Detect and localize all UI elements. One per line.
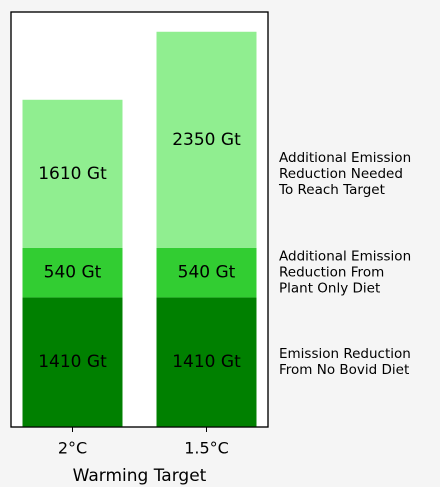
value-label: 1410 Gt — [38, 352, 107, 372]
bar-segment — [22, 247, 123, 298]
bar-segment — [22, 297, 123, 427]
value-label: 1610 Gt — [38, 164, 107, 184]
bar-segment — [156, 247, 257, 298]
value-label: 540 Gt — [44, 263, 102, 283]
legend-entry: Emission Reduction From No Bovid Diet — [279, 346, 411, 378]
x-tick-label: 2°C — [58, 439, 87, 458]
legend-entry: Additional Emission Reduction From Plant O… — [279, 249, 411, 297]
bar-segment — [22, 99, 123, 248]
x-axis-label: Warming Target — [73, 466, 207, 486]
value-label: 1410 Gt — [172, 352, 241, 372]
value-label: 2350 Gt — [172, 130, 241, 150]
legend-entry: Additional Emission Reduction Needed To Re… — [278, 150, 411, 198]
bar-segment — [156, 31, 257, 248]
value-label: 540 Gt — [178, 263, 236, 283]
bar-segment — [156, 297, 257, 427]
x-tick-label: 1.5°C — [184, 439, 229, 458]
plot-frame — [10, 11, 269, 428]
